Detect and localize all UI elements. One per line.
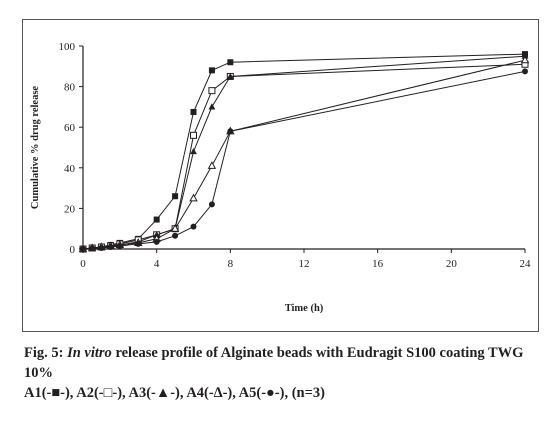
data-point-a5 — [172, 232, 179, 239]
data-point-a1 — [227, 59, 234, 66]
data-point-a3 — [226, 72, 234, 80]
data-point-a4 — [170, 224, 180, 232]
x-axis-title: Time (h) — [285, 303, 324, 314]
data-point-a5 — [190, 223, 197, 230]
data-point-a5 — [208, 201, 215, 208]
data-point-a1 — [190, 108, 197, 115]
figure-frame: 0 20 40 60 80 100 0 4 8 12 16 20 24 Time (h) Cumulativ… — [22, 19, 539, 332]
series-line-a1 — [82, 53, 526, 250]
data-point-a1 — [153, 216, 160, 223]
figure-caption: Fig. 5: In vitro release profile of Algi… — [24, 343, 539, 403]
x-tick-label: 0 — [80, 258, 86, 270]
data-point-a4 — [189, 193, 198, 202]
y-tick-label: 40 — [64, 163, 76, 175]
data-point-a5 — [107, 243, 114, 250]
x-tick-label: 24 — [520, 258, 532, 270]
x-tick-label: 4 — [154, 258, 160, 270]
y-tick-label: 100 — [59, 41, 76, 53]
data-point-a3 — [208, 103, 216, 110]
series-line-a4 — [82, 59, 526, 250]
data-point-a5 — [153, 238, 160, 245]
y-tick-label: 60 — [64, 122, 76, 134]
data-point-a5 — [522, 68, 528, 75]
data-point-a1 — [208, 67, 215, 74]
series-line-a2 — [82, 63, 526, 250]
data-point-a2 — [208, 87, 216, 95]
data-point-a4 — [520, 55, 530, 64]
data-point-a5 — [227, 128, 234, 135]
x-tick-label: 12 — [299, 258, 310, 270]
series-line-a5 — [82, 70, 526, 250]
x-tick-label: 16 — [372, 258, 384, 270]
caption-legend-line: A1(-■-), A2(-□-), A3(-▲-), A4(-∆-), A5(-… — [24, 385, 325, 401]
data-point-a5 — [80, 246, 86, 252]
data-point-a3 — [190, 147, 197, 155]
data-point-a4 — [207, 161, 217, 169]
y-tick-label: 20 — [64, 203, 76, 215]
y-tick-label: 0 — [70, 244, 76, 256]
caption-title-rest: release profile of Alginate beads with E… — [24, 345, 524, 381]
data-point-a1 — [172, 193, 179, 200]
data-point-a5 — [98, 244, 105, 251]
caption-fig-label: Fig. 5: — [24, 345, 68, 361]
x-tick-label: 20 — [446, 258, 458, 270]
y-tick-label: 80 — [64, 82, 76, 94]
data-point-a5 — [89, 245, 96, 252]
y-axis-title: Cumulative % drug release — [30, 86, 41, 210]
data-point-a5 — [116, 242, 123, 249]
data-point-a5 — [135, 240, 142, 247]
caption-italic-term: In vitro — [67, 345, 112, 361]
data-point-a2 — [190, 131, 197, 139]
caption-title: Fig. 5: In vitro release profile of Algi… — [24, 343, 539, 383]
x-tick-label: 8 — [228, 258, 234, 270]
release-profile-chart: 0 20 40 60 80 100 0 4 8 12 16 20 24 Time (h) Cumulativ… — [30, 41, 532, 314]
